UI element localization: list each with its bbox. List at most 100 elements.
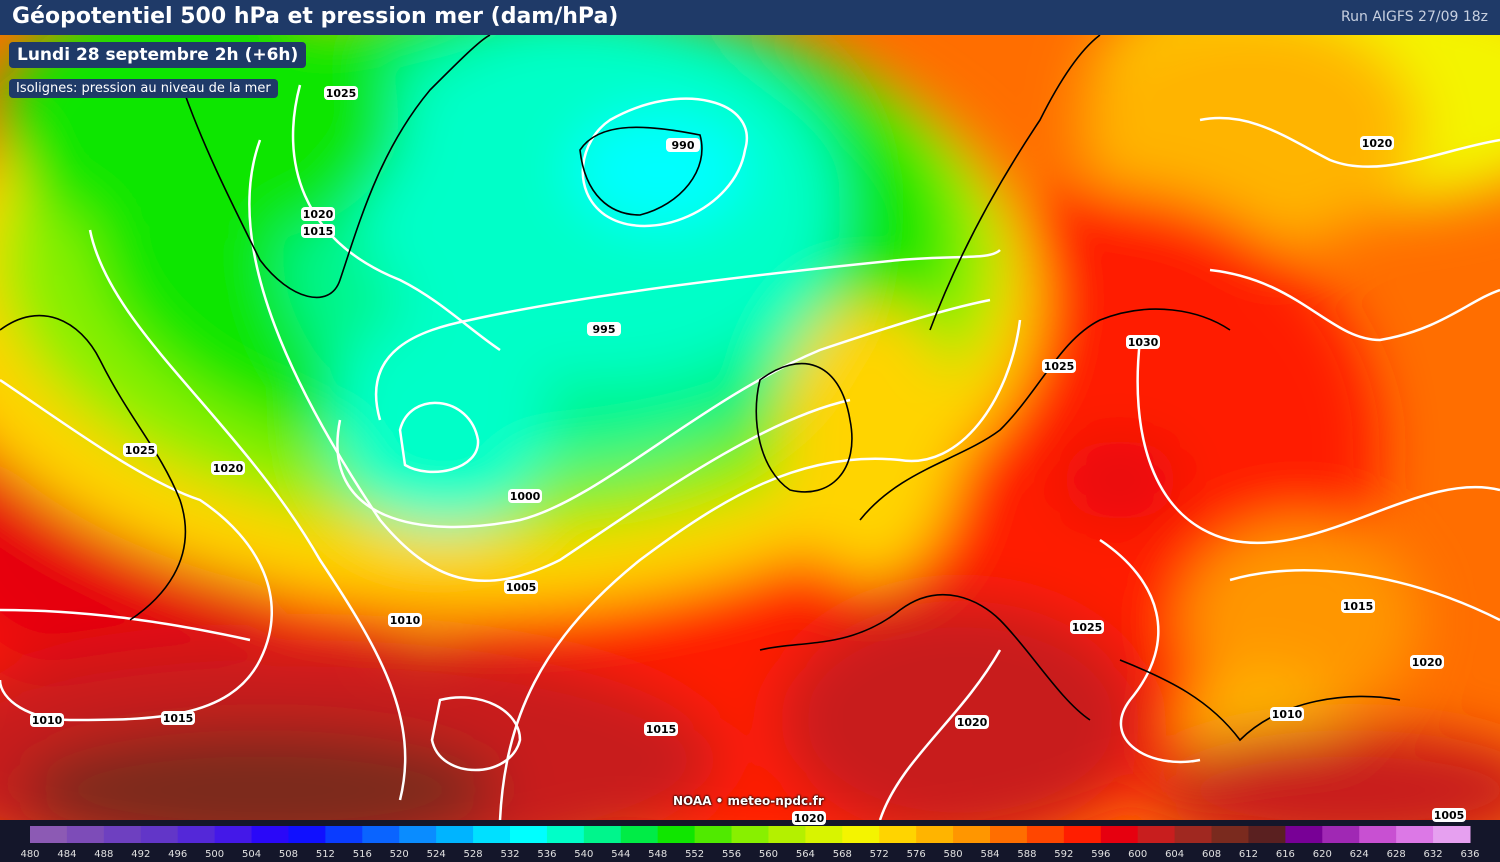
colorbar-label: 492 — [131, 849, 150, 860]
isobar-label: 1015 — [1341, 599, 1375, 613]
colorbar-label: 624 — [1350, 849, 1369, 860]
date-label: Lundi 28 septembre 2h (+6h) — [9, 42, 307, 68]
colorbar-label: 536 — [537, 849, 556, 860]
colorbar-swatch — [842, 826, 880, 843]
isobar-label: 1005 — [1432, 808, 1466, 822]
label-text: 1010 — [1272, 708, 1303, 721]
colorbar-label: 488 — [94, 849, 113, 860]
credit: NOAA • meteo-npdc.fr — [673, 794, 824, 808]
colorbar-swatch — [1211, 826, 1249, 843]
colorbar-label: 592 — [1054, 849, 1073, 860]
label-bg — [123, 443, 157, 457]
label-bg — [301, 224, 335, 238]
isobar-label: 1025 — [324, 86, 358, 100]
label-text: 1025 — [125, 444, 156, 457]
colorbar-label: 544 — [611, 849, 630, 860]
label-bg — [211, 461, 245, 475]
colorbar-swatch — [1026, 826, 1065, 843]
label-bg — [1360, 136, 1394, 150]
label-text: 1010 — [390, 614, 421, 627]
colorbar-label: 612 — [1239, 849, 1258, 860]
isobar-label: 1010 — [1270, 707, 1304, 721]
isobars — [0, 84, 1500, 820]
colorbar-label: 604 — [1165, 849, 1184, 860]
colorbar-swatch — [1396, 826, 1434, 843]
label-bg — [388, 613, 422, 627]
colorbar-swatch — [251, 826, 289, 843]
colorbar-label: 568 — [833, 849, 852, 860]
colorbar-swatch — [214, 826, 253, 843]
colorbar-swatch — [953, 826, 991, 843]
colorbar-label: 564 — [796, 849, 815, 860]
colorbar-label: 632 — [1424, 849, 1443, 860]
isobar-label: 1015 — [161, 711, 195, 725]
isobar-label: 990 — [666, 138, 700, 152]
colorbar-label: 608 — [1202, 849, 1221, 860]
header: Géopotentiel 500 hPa et pression mer (da… — [0, 0, 1500, 35]
colorbar-swatch — [1248, 826, 1286, 843]
isobar-label: 1020 — [792, 811, 826, 825]
colorbar-swatch — [1174, 826, 1213, 843]
label-text: 1000 — [510, 490, 541, 503]
label-bg — [1341, 599, 1375, 613]
colorbar-label: 496 — [168, 849, 187, 860]
label-bg — [508, 489, 542, 503]
colorbar-label: 484 — [57, 849, 76, 860]
label-bg — [1070, 620, 1104, 634]
colorbar-label: 636 — [1460, 849, 1479, 860]
label-text: 995 — [593, 323, 616, 336]
colorbar-swatch — [731, 826, 769, 843]
label-bg — [30, 713, 64, 727]
colorbar-swatch — [30, 826, 68, 843]
isobar-label: 1010 — [30, 713, 64, 727]
colorbar-swatch — [583, 826, 622, 843]
colorbar-label: 628 — [1387, 849, 1406, 860]
colorbar-swatch — [694, 826, 733, 843]
isobar-label: 1020 — [211, 461, 245, 475]
label-bg — [161, 711, 195, 725]
isobar-label: 1020 — [1360, 136, 1394, 150]
label-bg — [955, 715, 989, 729]
label-bg — [1042, 359, 1076, 373]
colorbar-label: 540 — [574, 849, 593, 860]
label-bg — [792, 811, 826, 825]
colorbar-label: 504 — [242, 849, 261, 860]
colorbar-swatch — [399, 826, 437, 843]
colorbar-swatch — [66, 826, 105, 843]
label-text: 1015 — [646, 723, 677, 736]
label-text: 1020 — [303, 208, 334, 221]
isobar-label: 1005 — [504, 580, 538, 594]
colorbar-swatch — [436, 826, 474, 843]
colorbar-label: 520 — [390, 849, 409, 860]
isobar-label: 1020 — [955, 715, 989, 729]
label-bg — [587, 322, 621, 336]
label-text: 1015 — [303, 225, 334, 238]
isobar-label: 995 — [587, 322, 621, 336]
label-text: 1020 — [957, 716, 988, 729]
colorbar-label: 512 — [316, 849, 335, 860]
label-text: 1015 — [163, 712, 194, 725]
label-bg — [504, 580, 538, 594]
label-text: 1020 — [1362, 137, 1393, 150]
label-bg — [666, 138, 700, 152]
label-bg — [301, 207, 335, 221]
coastlines — [0, 35, 1401, 742]
isobar-label: 1030 — [1126, 335, 1160, 349]
colorbar-label: 528 — [464, 849, 483, 860]
isolines-note: Isolignes: pression au niveau de la mer — [9, 79, 278, 98]
label-text: 1010 — [32, 714, 63, 727]
isobar-label: 1010 — [388, 613, 422, 627]
colorbar-label: 584 — [980, 849, 999, 860]
label-bg — [1126, 335, 1160, 349]
isobar-label: 1015 — [644, 722, 678, 736]
label-text: 1025 — [326, 87, 357, 100]
label-text: 990 — [672, 139, 695, 152]
colorbar-label: 620 — [1313, 849, 1332, 860]
label-text: 1025 — [1072, 621, 1103, 634]
isobar-label: 1020 — [1410, 655, 1444, 669]
colorbar-swatch — [325, 826, 363, 843]
colorbar-swatch — [140, 826, 179, 843]
label-bg — [1410, 655, 1444, 669]
isobar-label: 1025 — [123, 443, 157, 457]
